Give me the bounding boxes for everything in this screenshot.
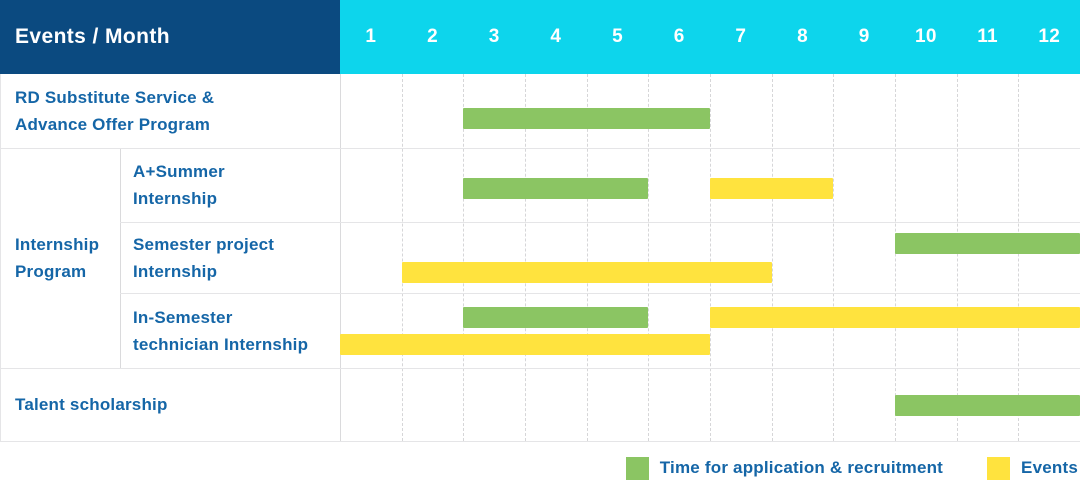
month-header-10: 10 [915,26,937,47]
events-month-title: Events / Month [15,25,170,48]
row-label-a-summer-internship: A+Summer Internship [133,162,225,208]
table-left-border [0,74,1,441]
month-header-2: 2 [427,26,438,47]
month-divider-line [586,74,588,441]
gantt-bar-event [401,262,772,283]
month-header-8: 8 [797,26,808,47]
month-divider-line [525,74,526,441]
month-header-9: 9 [858,26,870,47]
green-swatch-icon [625,456,649,480]
table-corner-header: Events / Month [0,0,340,74]
month-divider-line [833,74,835,441]
gantt-bar-application [463,108,710,129]
month-divider-line [463,74,465,441]
legend: Time for application & recruitment Event… [0,446,1078,490]
table-bottom-border [0,441,1080,442]
gantt-bar-application [895,233,1080,254]
legend-item-events: Events [987,456,1078,480]
month-divider-line [771,74,773,441]
month-header-12: 12 [1038,26,1061,47]
month-divider-line [401,74,403,441]
gantt-bar-application [463,307,649,328]
gantt-bar-event [340,334,710,355]
group-cell-divider [120,148,121,368]
group-label-internship-program: Internship Program [15,235,100,281]
month-header-3: 3 [488,26,500,47]
month-header-4: 4 [550,26,562,47]
month-header-row: 1 2 3 4 5 6 7 8 9 10 11 12 [340,0,1080,74]
month-header-1: 1 [365,26,377,47]
gantt-bar-application [895,395,1080,416]
gantt-bar-event [710,178,834,199]
month-header-5: 5 [612,26,623,47]
month-header-6: 6 [673,26,685,47]
legend-label-events: Events [1021,458,1078,477]
row-label-semester-project-internship: Semester project Internship [133,234,275,281]
month-divider-line [710,74,711,441]
legend-label-application: Time for application & recruitment [659,458,944,477]
label-grid-divider [340,74,341,441]
yellow-swatch-icon [987,456,1011,480]
month-divider-line [895,74,896,441]
gantt-bar-event [710,307,1080,328]
month-divider-line [956,74,958,441]
month-divider-line [1018,74,1020,441]
month-divider-line [648,74,650,441]
row-label-in-semester-technician-internship: In-Semester technician Internship [133,307,309,354]
row-border [0,148,1080,149]
gantt-bar-application [463,178,649,199]
row-border [0,368,1080,369]
row-border [120,293,1080,294]
month-header-11: 11 [977,26,998,47]
month-header-7: 7 [735,26,747,47]
legend-item-application: Time for application & recruitment [625,456,944,480]
row-label-talent-scholarship: Talent scholarship [15,395,168,414]
row-label-rd-substitute-service: RD Substitute Service & Advance Offer Pr… [15,88,215,134]
row-border [120,222,1080,223]
